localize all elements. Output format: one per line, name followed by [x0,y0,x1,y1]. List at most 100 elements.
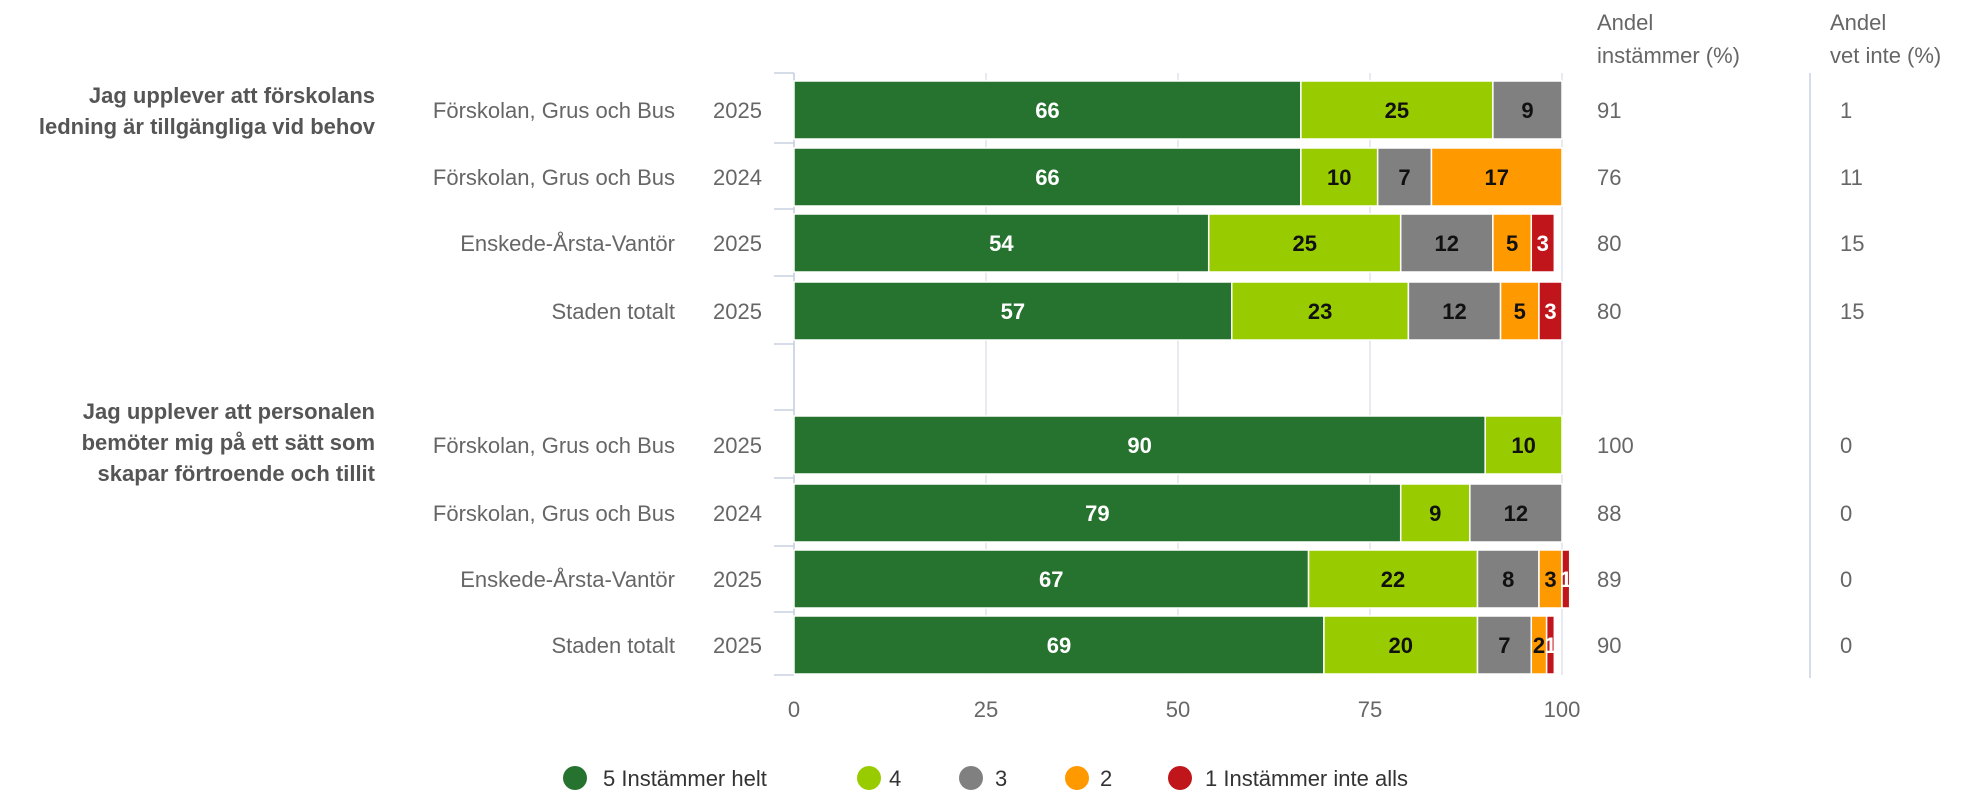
agree-value: 100 [1597,433,1634,458]
data-label: 10 [1511,433,1535,458]
unit-label: Förskolan, Grus och Bus [433,98,675,123]
legend-label: 5 Instämmer helt [603,766,767,791]
bar-segment [793,415,1486,475]
legend-label: 1 Instämmer inte alls [1205,766,1408,791]
question-label: Jag upplever att personalen [83,399,375,424]
bar-segment [1545,615,1556,675]
agree-value: 80 [1597,231,1621,256]
x-tick-label: 0 [788,697,800,722]
year-label: 2025 [713,299,762,324]
data-label: 5 [1514,299,1526,324]
data-label: 12 [1435,231,1459,256]
data-label: 3 [1537,231,1549,256]
bar-segment [1323,615,1479,675]
data-label: 12 [1442,299,1466,324]
data-label: 66 [1035,98,1059,123]
data-label: 22 [1381,567,1405,592]
x-tick-label: 75 [1358,697,1382,722]
bar-segment [793,80,1302,140]
year-label: 2024 [713,165,762,190]
bar-segment [1407,281,1502,341]
bar-segment [1492,213,1533,273]
bar-segment [1530,213,1556,273]
bar-segment [793,483,1402,543]
bar-segment [1469,483,1563,543]
data-label: 3 [1544,567,1556,592]
bar-segment [793,281,1233,341]
data-label: 10 [1327,165,1351,190]
data-label: 3 [1544,299,1556,324]
dontknow-value: 0 [1840,567,1852,592]
unit-label: Förskolan, Grus och Bus [433,165,675,190]
data-label: 54 [989,231,1014,256]
unit-label: Staden totalt [551,633,675,658]
legend-label: 4 [889,766,901,791]
agree-header-line1: Andel [1597,10,1653,35]
dontknow-value: 0 [1840,501,1852,526]
bar-segment [1492,80,1563,140]
bar-segment [1207,213,1402,273]
dontknow-value: 15 [1840,299,1864,324]
data-label: 90 [1127,433,1151,458]
x-tick-label: 100 [1544,697,1581,722]
agree-value: 89 [1597,567,1621,592]
bar-segment [1484,415,1563,475]
bar-segment [1538,281,1563,341]
data-label: 8 [1502,567,1514,592]
data-label: 25 [1385,98,1409,123]
bar-segment [793,615,1325,675]
x-tick-label: 25 [974,697,998,722]
year-label: 2025 [713,231,762,256]
data-label: 12 [1504,501,1528,526]
question-label: Jag upplever att förskolans [89,83,375,108]
dontknow-value: 0 [1840,433,1852,458]
agree-value: 91 [1597,98,1621,123]
question-label: bemöter mig på ett sätt som [82,430,375,455]
legend-marker [857,766,881,790]
x-tick-label: 50 [1166,697,1190,722]
dontknow-value: 1 [1840,98,1852,123]
data-label: 9 [1521,98,1533,123]
year-label: 2024 [713,501,762,526]
bar-segment [1399,213,1494,273]
dontknow-value: 0 [1840,633,1852,658]
year-label: 2025 [713,633,762,658]
year-label: 2025 [713,567,762,592]
agree-value: 90 [1597,633,1621,658]
bar-segment [1307,549,1479,609]
data-label: 25 [1292,231,1316,256]
bar-segment [1561,549,1571,609]
data-label: 23 [1308,299,1332,324]
legend-label: 3 [995,766,1007,791]
data-label: 57 [1001,299,1025,324]
data-label: 66 [1035,165,1059,190]
data-label: 2 [1533,633,1545,658]
legend-marker [1065,766,1089,790]
data-label: 20 [1388,633,1412,658]
dontknow-header-line1: Andel [1830,10,1886,35]
agree-value: 88 [1597,501,1621,526]
data-label: 67 [1039,567,1063,592]
data-label: 1 [1560,567,1572,592]
data-label: 69 [1047,633,1071,658]
data-label: 1 [1544,633,1556,658]
agree-value: 76 [1597,165,1621,190]
legend-marker [959,766,983,790]
question-label: skapar förtroende och tillit [98,461,376,486]
legend-marker [563,766,587,790]
bar-segment [793,549,1310,609]
dontknow-header-line2: vet inte (%) [1830,43,1941,68]
bar-segment [1476,615,1533,675]
unit-label: Staden totalt [551,299,675,324]
dontknow-value: 11 [1840,165,1863,190]
bar-segment [1476,549,1540,609]
data-label: 17 [1484,165,1508,190]
data-label: 79 [1085,501,1109,526]
unit-label: Förskolan, Grus och Bus [433,433,675,458]
legend-marker [1168,766,1192,790]
bar-segment [793,213,1210,273]
data-label: 7 [1398,165,1410,190]
bar-segment [1231,281,1410,341]
question-label: ledning är tillgängliga vid behov [39,114,376,139]
